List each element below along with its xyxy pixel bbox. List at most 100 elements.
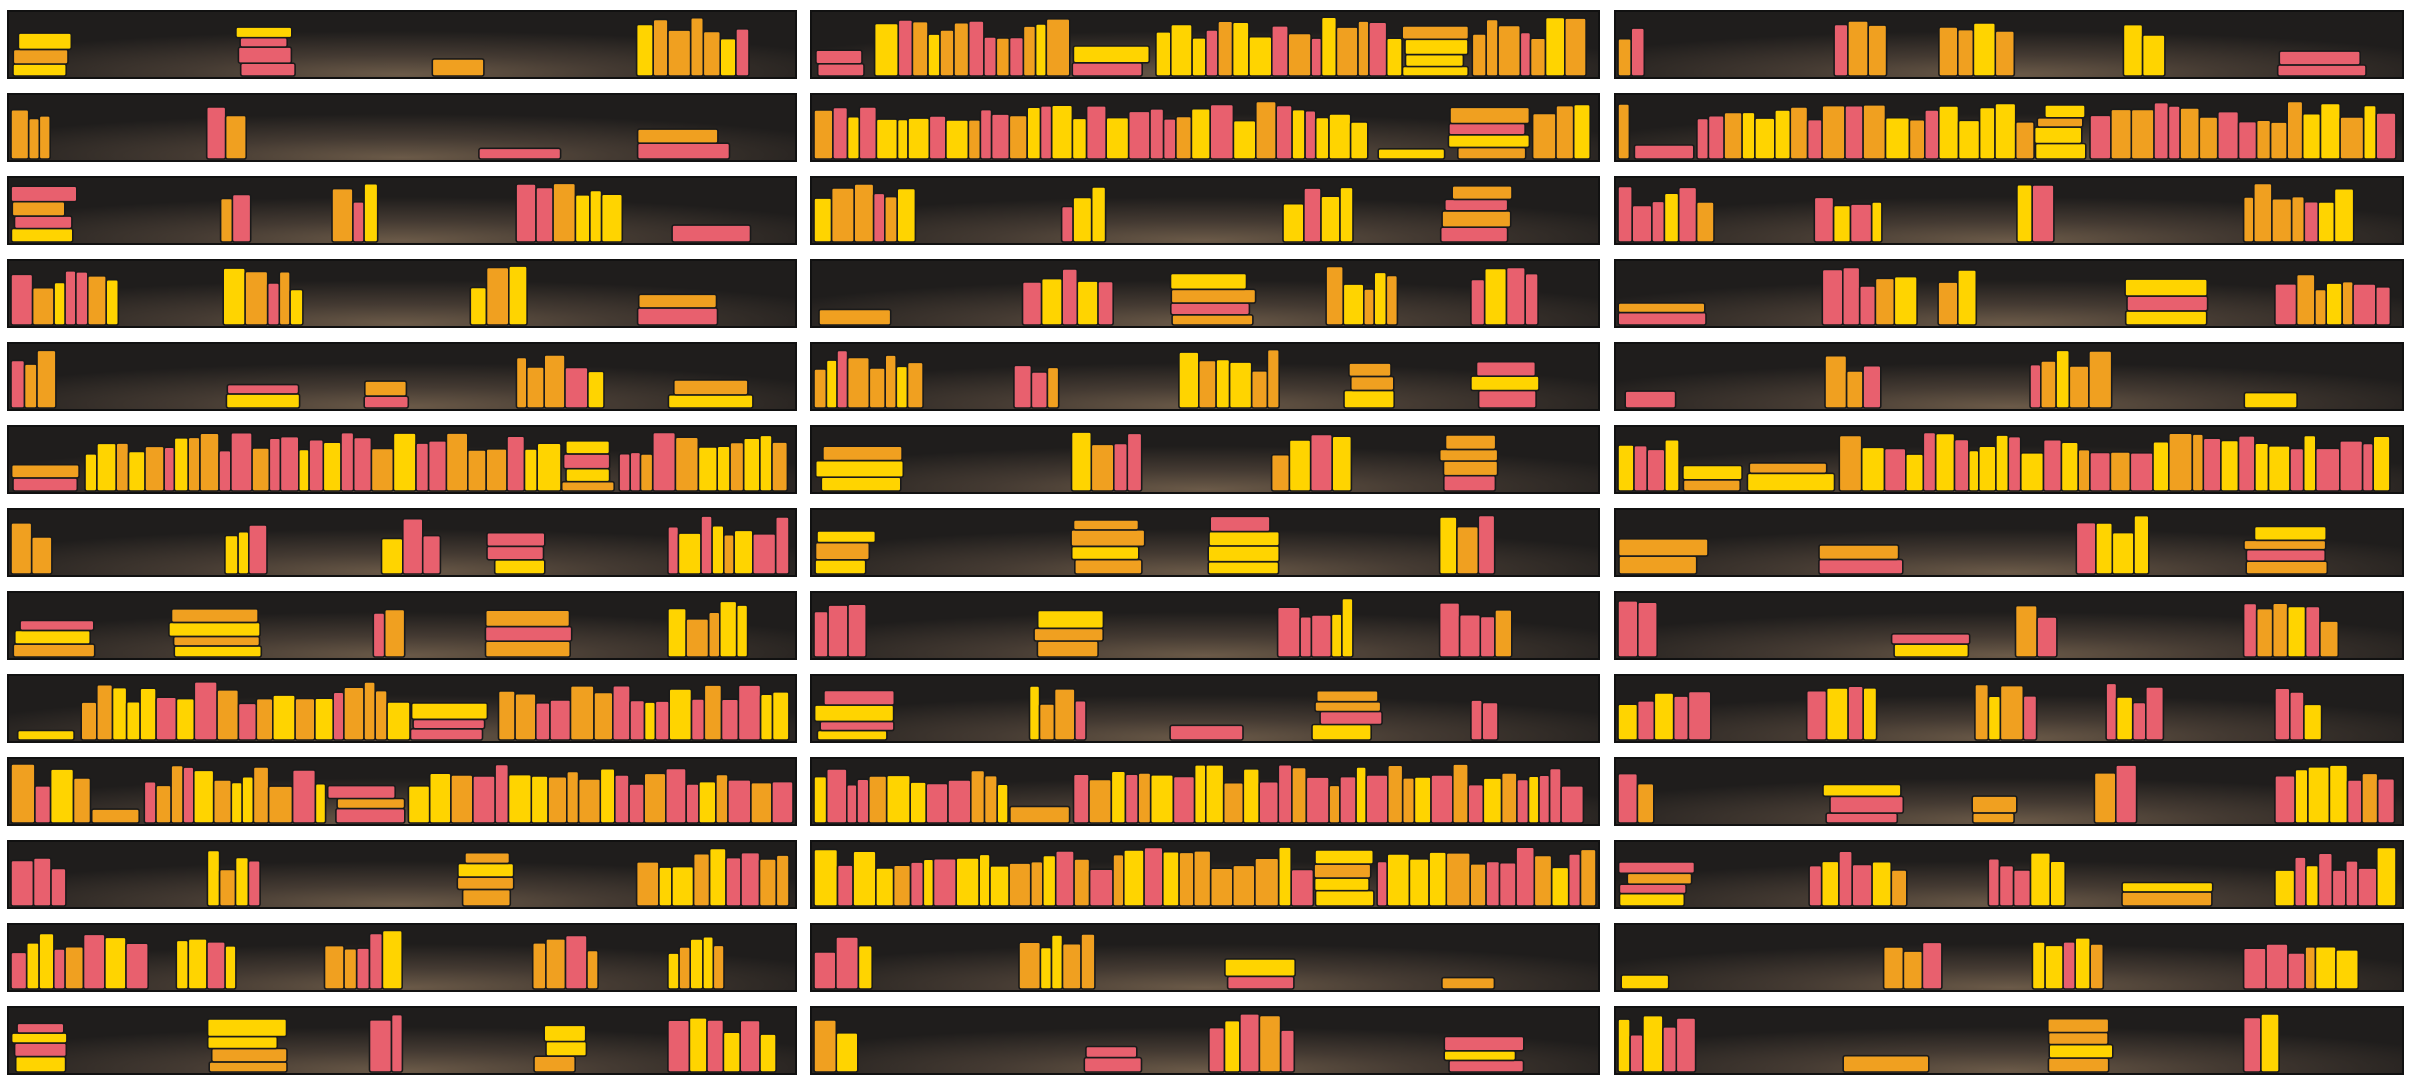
book	[852, 850, 877, 907]
book	[1198, 359, 1217, 409]
book	[19, 619, 95, 632]
book	[32, 857, 52, 907]
book	[1439, 226, 1509, 243]
shelf-unit	[1614, 342, 2404, 411]
book	[1862, 104, 1887, 160]
book	[1617, 302, 1706, 314]
book	[927, 33, 941, 77]
book	[593, 691, 614, 741]
book	[363, 380, 408, 397]
shelf-unit	[1614, 425, 2404, 494]
book	[1838, 850, 1854, 907]
book	[2255, 607, 2274, 658]
book	[372, 612, 386, 658]
book	[2029, 851, 2052, 907]
book	[827, 604, 849, 658]
book	[1481, 701, 1499, 741]
book	[17, 32, 73, 51]
book	[224, 534, 239, 575]
book	[1270, 453, 1291, 492]
book	[818, 308, 892, 326]
book	[1999, 684, 2025, 741]
book	[1377, 148, 1446, 160]
book	[352, 436, 373, 492]
book	[409, 727, 484, 741]
book	[2372, 435, 2391, 492]
book	[1470, 375, 1540, 392]
shelf-unit	[1614, 1006, 2404, 1075]
book	[10, 521, 33, 575]
book	[1137, 772, 1152, 824]
book	[494, 763, 510, 824]
book	[412, 718, 486, 730]
book	[1636, 699, 1656, 741]
book	[10, 1032, 68, 1044]
book	[1314, 889, 1375, 907]
shelf-unit	[1614, 93, 2404, 162]
book	[268, 437, 282, 492]
book	[383, 608, 406, 658]
book	[1248, 35, 1273, 77]
book	[1445, 851, 1472, 907]
book	[514, 692, 537, 741]
book	[143, 780, 157, 824]
book	[1452, 763, 1470, 824]
book	[193, 769, 215, 824]
book	[1171, 313, 1254, 326]
book	[1169, 272, 1248, 291]
book	[1972, 22, 1997, 77]
book	[759, 1033, 777, 1073]
book	[618, 452, 631, 492]
book	[846, 356, 871, 409]
book	[90, 808, 140, 824]
book	[1953, 438, 1970, 492]
book	[885, 774, 912, 824]
book	[1072, 519, 1140, 531]
book	[469, 286, 488, 326]
book	[12, 48, 69, 65]
shelf-unit	[7, 508, 797, 577]
book	[1617, 861, 1696, 875]
book	[1036, 640, 1099, 658]
book	[1475, 360, 1537, 378]
book	[27, 117, 41, 160]
book	[1618, 555, 1698, 575]
book	[31, 286, 55, 326]
book	[87, 274, 108, 326]
book	[2133, 514, 2150, 575]
book	[1538, 774, 1551, 824]
book	[629, 451, 642, 492]
book	[1170, 288, 1257, 304]
book	[1205, 29, 1219, 77]
book	[1404, 53, 1465, 68]
book	[1805, 689, 1828, 741]
book	[1519, 31, 1532, 77]
book	[1170, 302, 1251, 316]
book	[2237, 120, 2258, 160]
book	[2303, 200, 2320, 243]
book	[507, 265, 528, 326]
book	[251, 447, 271, 492]
book	[677, 532, 702, 575]
book	[187, 436, 201, 492]
book	[867, 775, 888, 824]
book	[1342, 283, 1365, 326]
book	[1617, 37, 1632, 77]
book	[2319, 620, 2340, 658]
book	[1443, 1035, 1525, 1052]
book	[410, 702, 489, 721]
book	[1494, 608, 1513, 658]
book	[667, 525, 680, 575]
book	[175, 697, 196, 741]
book	[1978, 106, 1996, 160]
book	[80, 701, 98, 741]
book	[2153, 101, 2170, 160]
book	[234, 856, 250, 907]
book	[2319, 102, 2342, 160]
book	[308, 438, 325, 492]
book	[845, 783, 858, 824]
book	[1471, 33, 1488, 77]
book	[1617, 599, 1639, 658]
book	[856, 778, 870, 824]
book	[1045, 17, 1071, 77]
